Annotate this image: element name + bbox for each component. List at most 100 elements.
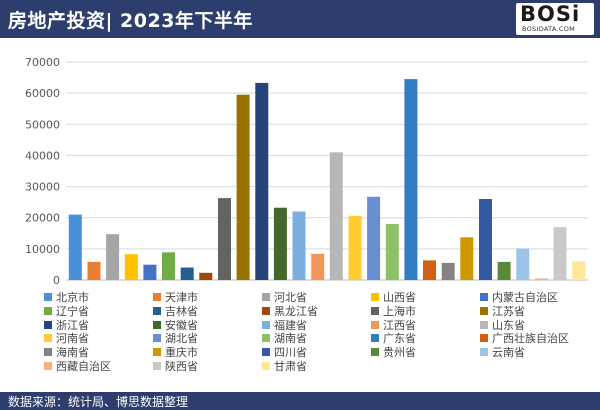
bar <box>199 272 213 280</box>
y-tick-label: 40000 <box>25 149 60 162</box>
bar <box>553 227 567 280</box>
legend-swatch <box>262 334 270 343</box>
bar <box>385 223 399 280</box>
legend-swatch <box>44 293 52 301</box>
legend-item: 安徽省 <box>153 318 198 332</box>
legend-item: 福建省 <box>262 318 307 332</box>
bar-chart: 0 10000 20000 30000 40000 50000 60000 70000 <box>25 56 588 287</box>
legend-item: 西藏自治区 <box>44 361 111 373</box>
legend-item: 陕西省 <box>153 361 198 373</box>
legend-label: 重庆市 <box>165 346 198 360</box>
legend-label: 湖南省 <box>274 332 307 346</box>
legend-swatch <box>153 293 161 301</box>
legend-label: 福建省 <box>274 318 307 332</box>
legend-item: 吉林省 <box>153 305 198 318</box>
legend-swatch <box>480 334 488 343</box>
y-tick-label: 50000 <box>25 118 60 131</box>
legend-swatch <box>153 306 161 315</box>
legend-swatch <box>371 293 379 301</box>
bar <box>87 261 101 280</box>
bar <box>534 278 548 280</box>
bar <box>423 260 436 280</box>
legend-label: 陕西省 <box>165 360 198 373</box>
legend-item: 海南省 <box>44 347 89 359</box>
legend-label: 山东省 <box>492 318 525 332</box>
legend-item: 江西省 <box>371 318 416 332</box>
legend-label: 黑龙江省 <box>274 304 318 318</box>
bar <box>572 261 586 280</box>
bar <box>218 198 231 280</box>
bar <box>273 207 287 280</box>
legend-label: 江西省 <box>383 318 416 332</box>
legend-item: 内蒙古自治区 <box>480 292 558 304</box>
legend-label: 广东省 <box>383 332 416 346</box>
legend-label: 上海市 <box>383 304 416 318</box>
legend-item: 河南省 <box>44 333 89 345</box>
legend-item: 云南省 <box>480 347 525 359</box>
bar <box>441 262 455 280</box>
data-source: 数据来源：统计局、博思数据整理 <box>8 395 189 409</box>
legend-item: 浙江省 <box>44 318 89 332</box>
legend-swatch <box>371 306 379 315</box>
y-tick-label: 0 <box>53 274 60 287</box>
legend-label: 安徽省 <box>165 318 198 332</box>
legend-item: 黑龙江省 <box>262 304 318 318</box>
legend-swatch <box>262 320 270 329</box>
legend-item: 北京市 <box>44 292 89 304</box>
legend-label: 甘肃省 <box>274 360 307 373</box>
legend-label: 贵州省 <box>383 346 416 360</box>
legend-swatch <box>480 293 488 301</box>
bosi-logo: BOSi BOSIDATA.COM <box>516 3 594 35</box>
legend-item: 广西壮族自治区 <box>480 333 569 345</box>
legend-item: 广东省 <box>371 333 416 345</box>
legend-swatch <box>44 362 52 370</box>
legend-label: 河北省 <box>274 291 307 304</box>
legend-label: 浙江省 <box>56 318 89 332</box>
legend-swatch <box>480 348 488 357</box>
legend-label: 内蒙古自治区 <box>492 291 558 304</box>
legend-label: 四川省 <box>274 346 307 360</box>
legend-swatch <box>262 306 270 315</box>
legend-swatch <box>153 362 161 370</box>
legend-swatch <box>153 348 161 357</box>
legend-item: 河北省 <box>262 292 307 304</box>
bar <box>311 253 325 280</box>
legend-item: 湖北省 <box>153 333 198 345</box>
legend-item: 山东省 <box>480 318 525 332</box>
legend-swatch <box>262 293 270 301</box>
bar <box>516 248 530 280</box>
legend-label: 北京市 <box>56 291 89 304</box>
bar <box>329 152 343 280</box>
chart-legend: 北京市 天津市 河北省 山西省 内蒙古自治区辽宁省 吉林省 黑龙江省 上海市 江苏省浙江省 安徽省… <box>44 292 592 388</box>
bar <box>236 94 250 280</box>
legend-swatch <box>371 348 379 357</box>
bar <box>106 234 120 280</box>
legend-item: 江苏省 <box>480 304 525 318</box>
legend-label: 江苏省 <box>492 304 525 318</box>
legend-swatch <box>44 320 52 329</box>
legend-item: 甘肃省 <box>262 361 307 373</box>
title-bar: 房地产投资| 2023年下半年 BOSi BOSIDATA.COM <box>0 0 600 38</box>
legend-swatch <box>371 320 379 329</box>
bar <box>162 252 175 280</box>
legend-swatch <box>262 348 270 357</box>
legend-label: 广西壮族自治区 <box>492 332 569 346</box>
legend-item: 辽宁省 <box>44 304 89 318</box>
bar <box>143 264 157 280</box>
bar <box>367 196 381 280</box>
bar <box>479 199 492 280</box>
legend-label: 辽宁省 <box>56 304 89 318</box>
bar <box>348 215 362 280</box>
legend-swatch <box>153 320 161 329</box>
legend-item: 贵州省 <box>371 347 416 359</box>
legend-label: 天津市 <box>165 291 198 304</box>
logo-wordmark: BOSi <box>520 2 581 26</box>
legend-item: 湖南省 <box>262 333 307 345</box>
y-tick-label: 70000 <box>25 56 60 69</box>
legend-label: 海南省 <box>56 346 89 360</box>
legend-swatch <box>44 348 52 357</box>
legend-item: 山西省 <box>371 292 416 304</box>
legend-swatch <box>480 306 488 315</box>
legend-swatch <box>44 306 52 315</box>
legend-label: 西藏自治区 <box>56 360 111 373</box>
